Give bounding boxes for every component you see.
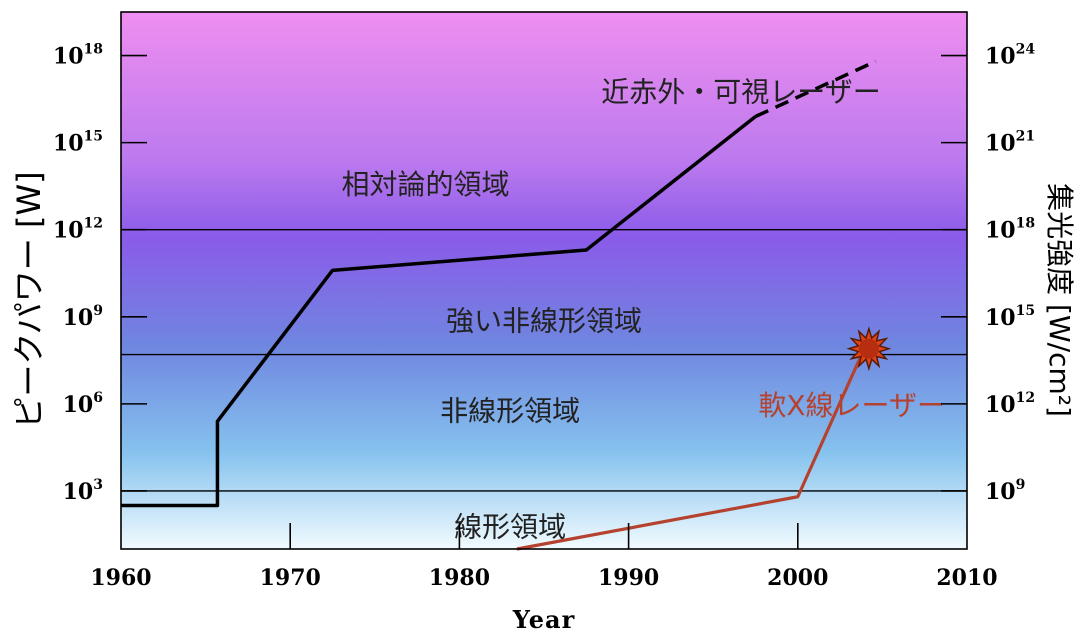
right-axis-ticks: 109 1012 1015 1018 1021 1024 bbox=[941, 42, 1035, 505]
x-axis-label: Year bbox=[512, 605, 576, 634]
x-tick-label: 1990 bbox=[598, 565, 659, 591]
left-tick-label: 1015 bbox=[53, 129, 103, 157]
right-tick-label: 1018 bbox=[985, 216, 1035, 244]
right-tick-label: 1015 bbox=[985, 303, 1035, 331]
right-tick-label: 1012 bbox=[985, 390, 1035, 418]
burst-core bbox=[858, 338, 879, 359]
series-line bbox=[516, 345, 867, 551]
region-label: 非線形領域 bbox=[440, 395, 580, 428]
plot-frame bbox=[120, 11, 968, 550]
series-label: 軟X線レーザー bbox=[758, 389, 945, 422]
left-tick-label: 103 bbox=[63, 477, 103, 505]
right-tick-label: 109 bbox=[985, 477, 1025, 505]
region-labels: 線形領域 非線形領域 強い非線形領域 相対論的領域 bbox=[342, 168, 642, 544]
x-tick-label: 2010 bbox=[936, 565, 997, 591]
series-dashed-extension bbox=[754, 59, 877, 119]
x-tick-label: 1980 bbox=[429, 565, 490, 591]
region-label: 相対論的領域 bbox=[342, 168, 510, 201]
series-label: 近赤外・可視レーザー bbox=[601, 75, 880, 108]
right-tick-label: 1021 bbox=[985, 129, 1035, 157]
left-tick-label: 106 bbox=[63, 390, 103, 418]
x-tick-label: 2000 bbox=[767, 565, 828, 591]
right-tick-label: 1024 bbox=[985, 42, 1035, 70]
x-axis-ticks: 1960 1970 1980 1990 2000 2010 bbox=[90, 523, 998, 591]
axes bbox=[120, 11, 968, 550]
region-label: 線形領域 bbox=[454, 511, 566, 544]
left-tick-label: 1018 bbox=[53, 42, 103, 70]
region-boundaries bbox=[121, 229, 967, 492]
x-tick-label: 1970 bbox=[260, 565, 321, 591]
region-label: 強い非線形領域 bbox=[446, 305, 642, 338]
right-axis-label: 集光強度 [W/cm²] bbox=[1043, 183, 1076, 417]
left-tick-label: 1012 bbox=[53, 216, 103, 244]
left-axis-ticks: 103 106 109 1012 1015 1018 bbox=[53, 42, 147, 505]
left-axis-label: ピークパワー [W] bbox=[10, 171, 48, 428]
x-tick-label: 1960 bbox=[90, 565, 151, 591]
series-line bbox=[121, 115, 757, 508]
plot-background bbox=[121, 12, 967, 549]
left-tick-label: 109 bbox=[63, 303, 103, 331]
